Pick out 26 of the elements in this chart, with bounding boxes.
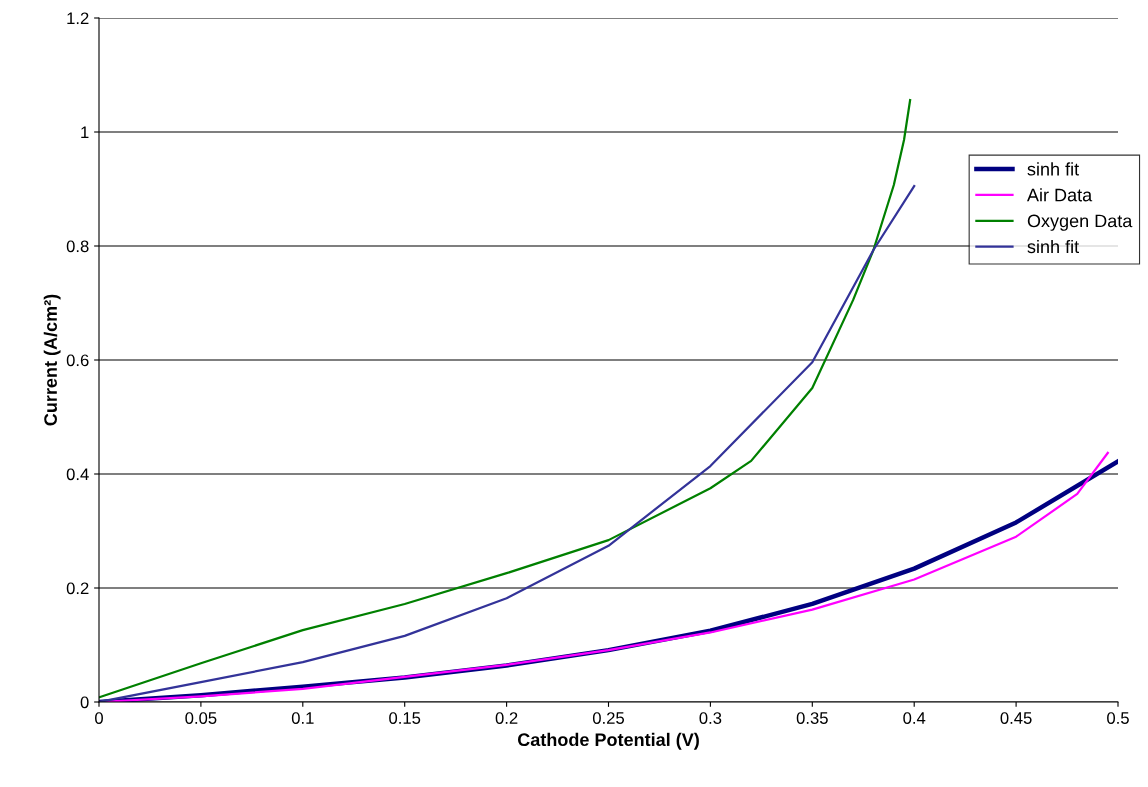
x-tick-label: 0.5: [1107, 712, 1129, 724]
x-tick-label: 0.15: [389, 712, 421, 724]
x-tick-label: 0.45: [1000, 712, 1032, 724]
legend-label: sinh fit: [1027, 239, 1079, 254]
legend-label: Air Data: [1026, 188, 1093, 202]
y-tick-label: 0.6: [66, 354, 89, 367]
x-tick-label: 0.25: [592, 712, 625, 724]
y-tick-label: 0.8: [66, 240, 89, 253]
x-tick-label: 0.2: [495, 712, 518, 724]
x-tick-label: 0.4: [903, 712, 926, 724]
x-axis-title: Cathode Potential (V): [517, 732, 699, 750]
y-tick-label: 0: [80, 696, 89, 709]
x-tick-label: 0.35: [796, 712, 828, 724]
x-tick-label: 0.3: [699, 712, 722, 724]
line-series: [99, 98, 912, 699]
y-tick-label: 1: [81, 126, 89, 139]
y-axis-title: Current (A/cm²): [43, 294, 61, 426]
line-series: [99, 185, 916, 702]
y-tick-label: 0.2: [66, 582, 89, 595]
legend-label: sinh fit: [1027, 162, 1079, 176]
y-tick-label: 0.4: [66, 468, 89, 481]
y-tick-label: 1.2: [67, 12, 89, 25]
legend-label: Oxygen Data: [1027, 214, 1133, 231]
x-tick-label: 0.1: [291, 712, 314, 724]
x-tick-label: 0: [95, 712, 103, 724]
x-tick-label: 0.05: [185, 712, 217, 724]
